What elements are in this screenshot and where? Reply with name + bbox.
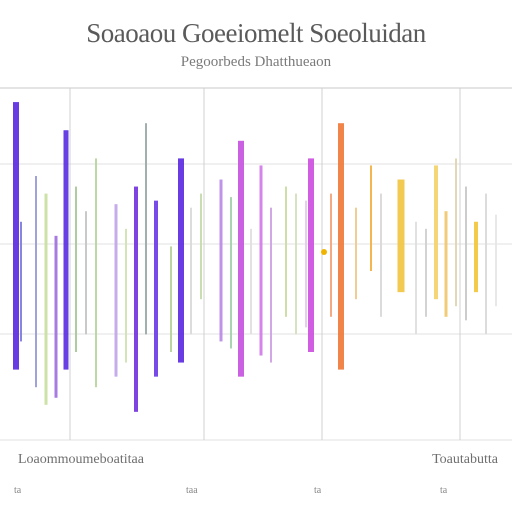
chart-canvas — [0, 87, 512, 441]
bar-41 — [474, 221, 478, 293]
bar-28 — [308, 158, 314, 352]
bar-7 — [75, 186, 77, 352]
bar-17 — [190, 207, 192, 335]
bar-1 — [13, 102, 19, 370]
bar-10 — [114, 204, 118, 377]
bar-14 — [154, 200, 158, 377]
x-tick-1: ta — [14, 485, 22, 496]
bar-series — [13, 102, 497, 412]
x-tick-2: taa — [186, 485, 198, 496]
bar-3 — [35, 176, 37, 388]
bar-12 — [134, 186, 138, 412]
bar-23 — [259, 165, 263, 356]
bar-40 — [465, 186, 467, 321]
x-tick-4: ta — [440, 485, 448, 496]
bar-38 — [444, 211, 448, 317]
bar-33 — [380, 193, 382, 317]
bar-16 — [178, 158, 184, 363]
bar-25 — [285, 186, 287, 317]
bar-24 — [270, 207, 272, 363]
bar-36 — [425, 228, 427, 317]
bar-5 — [54, 235, 58, 398]
bar-20 — [230, 197, 232, 349]
bar-22 — [250, 228, 252, 335]
bar-43 — [495, 214, 497, 307]
bar-18 — [200, 193, 202, 300]
x-tick-3: ta — [314, 485, 322, 496]
bar-31 — [355, 207, 357, 300]
bar-32 — [370, 165, 372, 272]
bar-27 — [305, 200, 307, 328]
chart-title: Soaoaou Goeeiomelt Soeoluidan — [86, 18, 426, 48]
bar-30 — [338, 123, 344, 370]
bar-39 — [455, 158, 457, 307]
bar-29 — [330, 193, 332, 317]
bar-34 — [397, 179, 405, 293]
bar-4 — [44, 193, 48, 405]
bar-42 — [485, 193, 487, 335]
bar-2 — [20, 221, 22, 342]
bar-37 — [434, 165, 438, 300]
chart-subtitle: Pegoorbeds Dhatthueaon — [180, 54, 332, 70]
bar-8 — [85, 211, 87, 335]
bar-35 — [415, 221, 417, 335]
bar-13 — [145, 123, 147, 335]
center-marker — [321, 249, 327, 255]
bar-11 — [125, 228, 127, 363]
bar-19 — [219, 179, 223, 342]
bar-21 — [238, 140, 244, 377]
footer-right-label: Toautabutta — [432, 452, 498, 467]
bar-26 — [295, 193, 297, 335]
bar-6 — [63, 130, 69, 370]
bar-9 — [95, 158, 97, 388]
footer-left-label: Loaommoumeboatitaa — [18, 452, 144, 467]
bar-15 — [170, 246, 172, 352]
